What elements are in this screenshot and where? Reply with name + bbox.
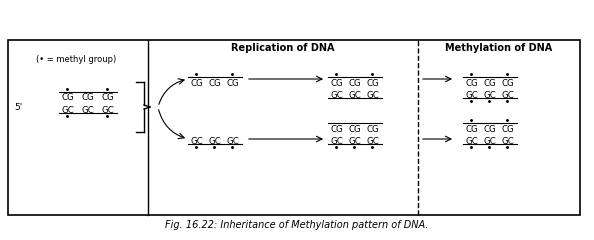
Text: GC: GC <box>331 137 343 146</box>
Text: Replication of DNA: Replication of DNA <box>231 43 335 53</box>
Text: CG: CG <box>501 78 514 88</box>
Text: GC: GC <box>102 106 115 115</box>
Text: Methylation of DNA: Methylation of DNA <box>446 43 552 53</box>
Text: CG: CG <box>484 125 497 133</box>
Text: GC: GC <box>349 137 361 146</box>
Text: CG: CG <box>81 94 94 102</box>
Text: GC: GC <box>208 137 222 146</box>
Text: CG: CG <box>466 78 478 88</box>
Text: CG: CG <box>102 94 115 102</box>
Text: GC: GC <box>349 91 361 100</box>
Text: Fig. 16.22: Inheritance of Methylation pattern of DNA.: Fig. 16.22: Inheritance of Methylation p… <box>165 220 429 230</box>
Text: CG: CG <box>208 78 222 88</box>
Text: CG: CG <box>466 125 478 133</box>
Text: GC: GC <box>466 91 478 100</box>
Text: GC: GC <box>62 106 74 115</box>
Text: CG: CG <box>349 125 361 133</box>
Text: CG: CG <box>62 94 74 102</box>
Text: GC: GC <box>191 137 203 146</box>
Text: (• = methyl group): (• = methyl group) <box>36 55 116 64</box>
Bar <box>8 40 580 215</box>
Text: 5': 5' <box>14 103 22 113</box>
Text: CG: CG <box>331 125 343 133</box>
Text: GC: GC <box>484 137 497 146</box>
Text: GC: GC <box>501 137 514 146</box>
Text: GC: GC <box>466 137 478 146</box>
Text: GC: GC <box>81 106 94 115</box>
Text: CG: CG <box>366 78 380 88</box>
Text: GC: GC <box>366 137 380 146</box>
Text: GC: GC <box>331 91 343 100</box>
Text: CG: CG <box>501 125 514 133</box>
Text: GC: GC <box>227 137 239 146</box>
Text: CG: CG <box>349 78 361 88</box>
Text: CG: CG <box>191 78 203 88</box>
Text: CG: CG <box>366 125 380 133</box>
Text: GC: GC <box>484 91 497 100</box>
Text: GC: GC <box>366 91 380 100</box>
Text: GC: GC <box>501 91 514 100</box>
Text: CG: CG <box>484 78 497 88</box>
Text: CG: CG <box>331 78 343 88</box>
Text: CG: CG <box>227 78 239 88</box>
